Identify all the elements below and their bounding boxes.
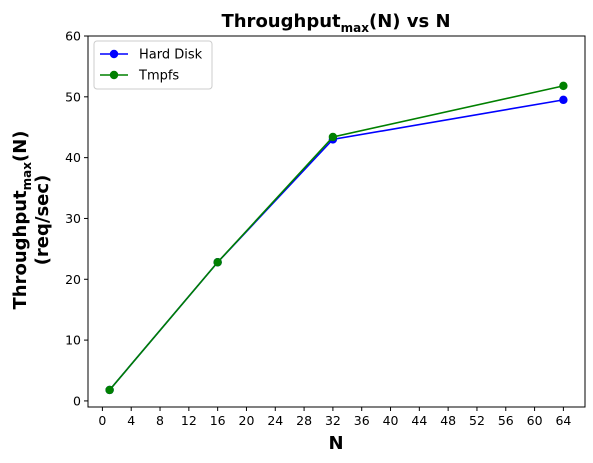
legend-box — [93, 40, 213, 90]
y-tick-label: 0 — [73, 393, 81, 408]
y-axis-title: Throughputmax(N)(req/sec) — [10, 130, 53, 309]
y-tick-label: 60 — [65, 29, 81, 44]
x-tick-label: 60 — [527, 413, 543, 428]
legend-label-tmpfs: Tmpfs — [138, 69, 179, 84]
ticks-layer: 0 4 8 12 16 20 24 28 32 36 40 44 48 52 56 60 64010203040… — [65, 29, 571, 429]
legend: Hard Disk Tmpfs — [93, 40, 213, 90]
x-tick-label: 32 — [325, 413, 341, 428]
x-tick-label: 4 — [127, 413, 135, 428]
y-tick-label: 10 — [65, 333, 81, 348]
x-tick-label: 40 — [383, 413, 399, 428]
data-point-hard-disk — [559, 95, 568, 105]
x-tick-label: 12 — [181, 413, 197, 428]
x-tick-label: 24 — [267, 413, 283, 428]
legend-marker-tmpfs — [109, 70, 119, 80]
x-tick-label: 56 — [498, 413, 514, 428]
legend-label-hard-disk: Hard Disk — [139, 48, 203, 63]
x-tick-label: 8 — [156, 413, 164, 428]
x-axis-title: N — [328, 433, 343, 454]
data-point-tmpfs — [105, 385, 114, 395]
data-point-tmpfs — [213, 258, 222, 267]
y-tick-label: 50 — [65, 89, 81, 104]
data-point-tmpfs — [559, 81, 568, 91]
x-tick-label: 0 — [98, 413, 106, 428]
x-tick-label: 64 — [555, 413, 571, 428]
y-tick-label: 40 — [65, 150, 81, 165]
series-layer — [105, 81, 568, 395]
data-point-tmpfs — [328, 132, 338, 142]
series-line-hard-disk — [108, 99, 564, 391]
series-line-tmpfs — [108, 85, 564, 391]
x-tick-label: 48 — [440, 413, 456, 428]
x-tick-label: 52 — [469, 413, 485, 428]
x-tick-label: 36 — [354, 413, 370, 428]
x-tick-label: 20 — [239, 413, 255, 428]
x-tick-label: 44 — [411, 413, 427, 428]
y-tick-label: 20 — [65, 272, 81, 287]
plot-frame — [87, 35, 586, 408]
x-tick-label: 16 — [210, 413, 226, 428]
legend-marker-hard-disk — [109, 49, 119, 59]
x-tick-label: 28 — [296, 413, 312, 428]
y-tick-label: 30 — [65, 211, 81, 226]
chart-title: Throughputmax(N) vs N — [221, 11, 450, 35]
